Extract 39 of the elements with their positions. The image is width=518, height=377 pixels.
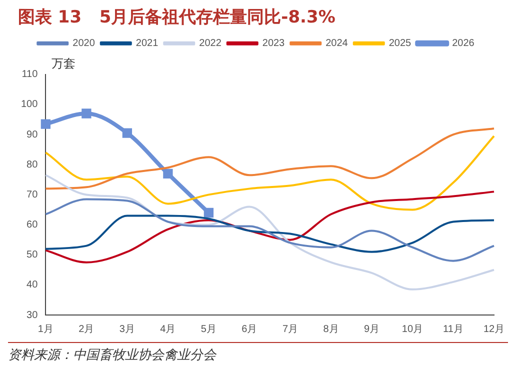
legend-label: 2022	[199, 38, 222, 50]
point	[82, 108, 92, 118]
text: 资料来源：中国畜牧业协会禽业分会	[8, 342, 508, 364]
y-tick-label: 80	[26, 159, 38, 170]
y-tick-label: 100	[20, 99, 38, 110]
x-tick-label: 12月	[483, 324, 505, 335]
chart-title: 图表 13 5月后备祖代存栏量同比-8.3%	[18, 8, 336, 28]
y-tick-label: 90	[26, 129, 38, 140]
legend-label: 2026	[452, 38, 475, 50]
y-tick-label: 60	[26, 220, 38, 231]
point	[122, 128, 132, 138]
y-tick-label: 30	[26, 310, 38, 321]
x-tick-label: 4月	[160, 324, 176, 335]
line-series	[44, 174, 495, 290]
y-tick-label: 40	[26, 280, 38, 291]
x-tick-label: 8月	[323, 324, 339, 335]
y-axis-title: 万套	[52, 56, 76, 71]
legend-label: 2021	[136, 38, 159, 50]
y-tick-label: 50	[26, 250, 38, 261]
point	[40, 119, 51, 129]
legend-label: 2024	[326, 38, 348, 50]
x-tick-label: 5月	[200, 324, 216, 335]
legend-label: 2025	[388, 38, 412, 50]
legend-label: 2023	[262, 38, 286, 50]
x-tick-label: 1月	[38, 324, 54, 335]
line-series	[44, 128, 495, 190]
legend-label: 2020	[72, 38, 96, 50]
x-tick-label: 6月	[242, 324, 258, 335]
x-tick-label: 2月	[78, 324, 94, 335]
x-tick-label: 3月	[119, 324, 135, 335]
y-tick-label: 70	[26, 189, 38, 200]
line-series	[44, 135, 495, 211]
point	[163, 168, 173, 178]
x-tick-label: 10月	[402, 324, 424, 335]
x-tick-label: 9月	[364, 324, 380, 335]
x-tick-label: 11月	[443, 324, 464, 335]
x-tick-label: 7月	[282, 324, 298, 335]
y-tick-label: 110	[22, 69, 38, 80]
point	[204, 208, 214, 218]
